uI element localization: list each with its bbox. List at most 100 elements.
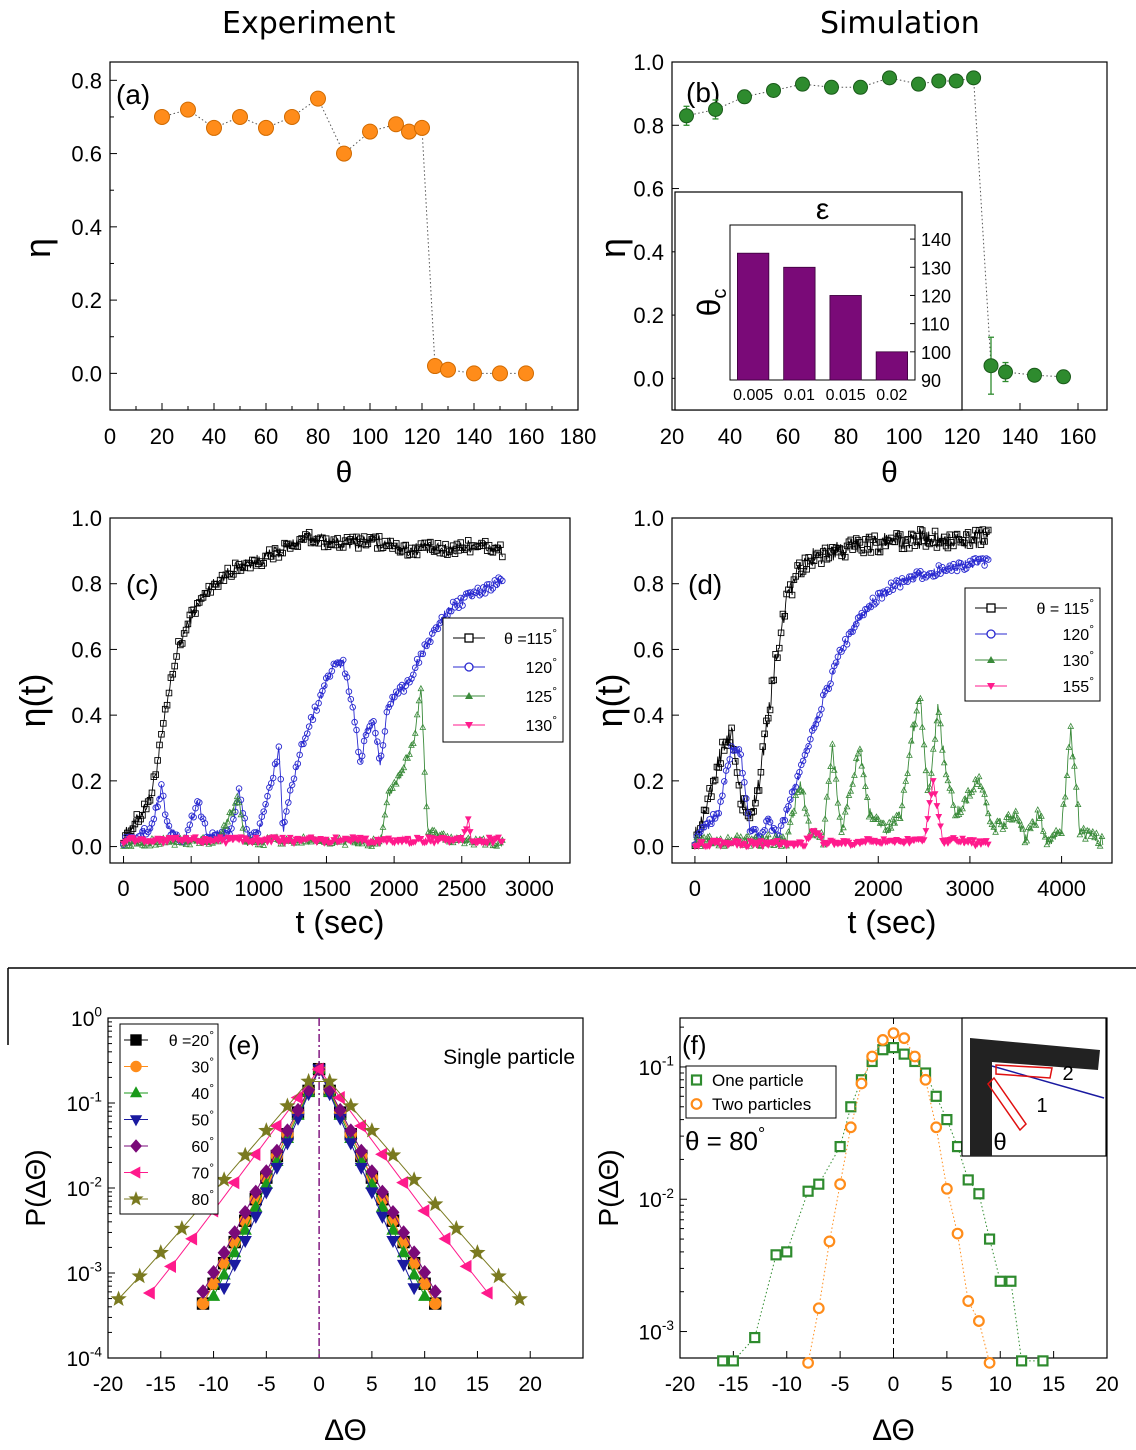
- data-point: [798, 761, 805, 769]
- inset-x-tick-label: 0.015: [826, 387, 866, 404]
- x-tick-label: -5: [831, 1373, 850, 1396]
- data-point: [216, 576, 224, 584]
- data-point: [807, 834, 814, 841]
- data-point: [926, 783, 933, 790]
- data-point: [1010, 815, 1018, 822]
- data-point: [851, 543, 858, 550]
- data-point: [368, 719, 375, 726]
- data-point: [765, 714, 772, 722]
- data-point: [178, 640, 186, 647]
- data-point: [957, 559, 965, 567]
- data-point: [163, 839, 171, 846]
- data-point: [942, 837, 950, 844]
- data-point: [281, 539, 288, 547]
- y-tick-label: 0.4: [71, 215, 102, 240]
- y-tick-label: 100: [71, 1005, 102, 1031]
- legend-marker: [130, 1034, 142, 1046]
- data-point: [349, 533, 356, 541]
- data-point: [430, 826, 438, 834]
- data-point: [358, 752, 366, 760]
- inset-particle-2: [995, 1064, 1053, 1079]
- series-2: [802, 1027, 996, 1369]
- y-tick-label: 1.0: [71, 506, 102, 531]
- data-point: [386, 1236, 400, 1249]
- x-tick-label: 10: [413, 1373, 436, 1396]
- data-point: [742, 833, 750, 840]
- data-point: [906, 751, 913, 758]
- data-point: [854, 614, 862, 622]
- data-point: [840, 546, 847, 553]
- plot-frame: [109, 61, 579, 411]
- data-point: [728, 724, 735, 732]
- data-point: [417, 836, 425, 843]
- inset-bisector-line: [991, 1065, 1105, 1099]
- data-point: [882, 542, 889, 550]
- data-point: [1039, 827, 1047, 834]
- data-point: [856, 745, 864, 752]
- data-point: [315, 699, 322, 707]
- data-point: [706, 785, 713, 792]
- data-point: [781, 816, 789, 824]
- inset-x-tick-label: 0.005: [733, 387, 773, 404]
- data-point: [387, 700, 394, 708]
- y-tick-label: 10-1: [639, 1053, 675, 1079]
- data-point: [404, 835, 412, 843]
- data-point: [184, 620, 192, 628]
- data-point: [143, 805, 150, 813]
- data-point: [904, 769, 911, 776]
- data-point: [396, 1245, 411, 1258]
- data-point: [935, 814, 943, 821]
- x-tick-label: 20: [1095, 1373, 1118, 1396]
- data-point: [970, 785, 977, 793]
- data-point: [321, 1072, 338, 1089]
- data-point: [866, 1050, 879, 1063]
- data-point: [379, 742, 387, 749]
- data-point: [840, 823, 847, 831]
- data-point: [724, 833, 732, 840]
- data-point: [995, 817, 1003, 825]
- data-point: [442, 540, 449, 548]
- data-point: [311, 1062, 324, 1076]
- data-point: [1087, 832, 1095, 839]
- data-point: [489, 585, 497, 592]
- data-point: [238, 1222, 252, 1235]
- data-point: [931, 735, 939, 742]
- inset-y-tick-label: 120: [921, 286, 951, 306]
- x-tick-label: 160: [1060, 424, 1097, 449]
- data-point: [836, 813, 844, 820]
- data-point: [485, 581, 493, 588]
- data-point: [238, 1205, 252, 1220]
- data-point: [764, 830, 772, 838]
- data-point: [196, 599, 203, 606]
- data-point: [150, 815, 158, 823]
- data-point: [877, 1044, 889, 1056]
- data-point: [862, 536, 869, 543]
- inset-bar: [829, 295, 862, 381]
- data-point: [728, 743, 735, 750]
- data-point: [853, 620, 860, 628]
- data-point: [852, 754, 860, 761]
- data-point: [154, 757, 161, 764]
- series-line: [694, 528, 989, 846]
- data-point: [411, 544, 419, 552]
- data-point: [417, 1204, 430, 1218]
- data-point: [919, 527, 926, 534]
- y-tick-label: 0.4: [71, 703, 102, 728]
- data-point: [981, 562, 988, 569]
- data-point: [1005, 810, 1012, 817]
- data-point: [328, 667, 336, 675]
- data-point: [985, 526, 992, 534]
- data-point: [909, 575, 917, 583]
- data-point: [1074, 800, 1082, 808]
- y-tick-label: 10-2: [639, 1186, 675, 1212]
- data-point: [843, 542, 851, 550]
- data-point: [983, 798, 990, 806]
- data-point: [977, 782, 985, 789]
- data-point: [1096, 842, 1104, 849]
- data-point: [963, 531, 970, 538]
- data-point: [1078, 827, 1086, 835]
- data-point: [779, 610, 787, 618]
- y-axis-label: η: [17, 238, 58, 258]
- data-point: [942, 770, 950, 778]
- data-point: [279, 549, 286, 557]
